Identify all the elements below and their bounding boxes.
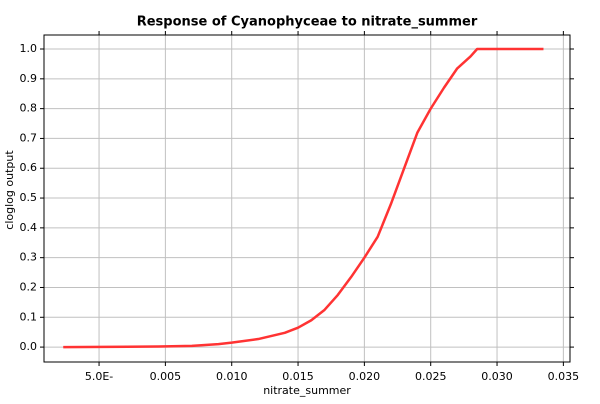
y-tick-label: 0.3 — [20, 251, 38, 264]
y-tick-label: 0.9 — [20, 72, 38, 85]
x-tick-label: 5.0E- — [85, 370, 113, 383]
x-tick-label: 0.030 — [481, 370, 513, 383]
data-line — [63, 47, 544, 349]
y-tick-label: 0.1 — [20, 310, 38, 323]
chart-title: Response of Cyanophyceae to nitrate_summ… — [137, 15, 478, 30]
x-tick-label: 0.025 — [415, 370, 447, 383]
x-tick-label: 0.010 — [216, 370, 248, 383]
x-tick-label: 0.035 — [548, 370, 580, 383]
y-tick-label: 0.8 — [20, 102, 38, 115]
y-tick-label: 0.0 — [20, 340, 38, 353]
y-tick-label: 1.0 — [20, 42, 38, 55]
x-tick-label: 0.005 — [150, 370, 182, 383]
y-tick-label: 0.7 — [20, 131, 38, 144]
y-tick-label: 0.2 — [20, 280, 38, 293]
y-tick-label: 0.5 — [20, 191, 38, 204]
y-axis-label: cloglog output — [3, 150, 16, 230]
y-tick-label: 0.4 — [20, 221, 38, 234]
x-axis-label: nitrate_summer — [263, 384, 351, 397]
x-tick-label: 0.015 — [282, 370, 314, 383]
x-tick-label: 0.020 — [349, 370, 381, 383]
plot-frame — [43, 34, 571, 363]
y-tick-label: 0.6 — [20, 161, 38, 174]
